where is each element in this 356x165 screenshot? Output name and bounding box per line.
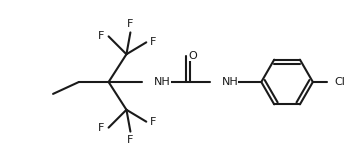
Text: O: O — [188, 51, 197, 61]
Text: F: F — [127, 19, 134, 29]
Text: NH: NH — [222, 77, 239, 87]
Text: NH: NH — [154, 77, 171, 87]
Text: F: F — [150, 117, 157, 127]
Text: F: F — [98, 31, 105, 41]
Text: F: F — [98, 123, 105, 133]
Text: F: F — [150, 37, 157, 47]
Text: F: F — [127, 135, 134, 145]
Text: Cl: Cl — [335, 77, 346, 87]
